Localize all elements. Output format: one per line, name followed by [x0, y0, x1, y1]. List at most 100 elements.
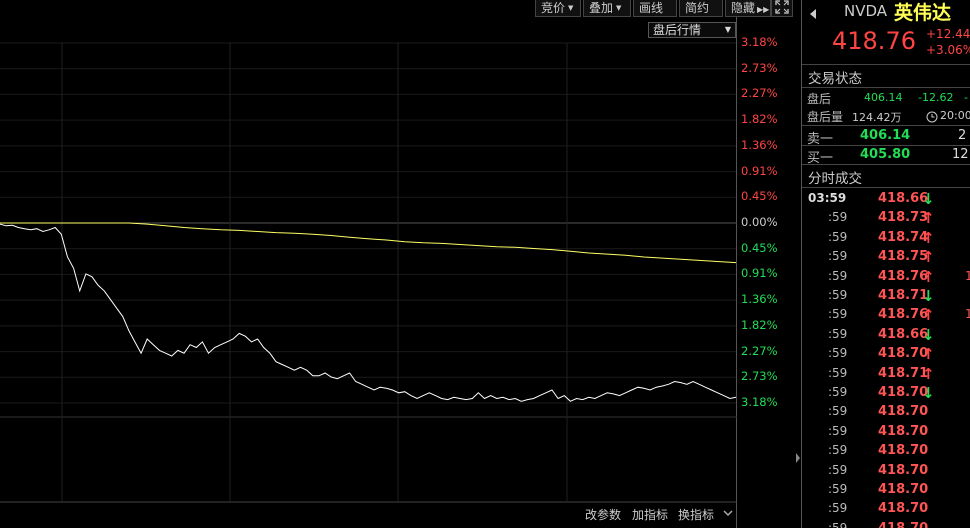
arrow-up-icon: ↑	[922, 228, 935, 247]
tick-price: 418.76	[878, 268, 929, 284]
y-axis-label: 2.73%	[741, 60, 778, 75]
y-axis-label: 0.91%	[741, 163, 778, 178]
panel-collapse-handle[interactable]	[795, 450, 801, 466]
after-hours-label: 盘后	[807, 92, 832, 106]
after-volume-value: 124.42万	[852, 111, 902, 124]
arrow-up-icon: ↑	[922, 364, 935, 383]
intraday-chart[interactable]	[0, 0, 800, 528]
tick-price: 418.70	[878, 385, 929, 400]
tick-price: 418.70	[878, 404, 929, 420]
y-axis-label: 2.73%	[741, 369, 778, 384]
after-volume-label: 盘后量	[807, 110, 844, 124]
fullscreen-icon	[775, 0, 789, 14]
sell1-price: 406.14	[860, 128, 911, 143]
arrow-up-icon: ↑	[922, 267, 935, 286]
intraday-chart-panel[interactable]: 竞价 ▼ 叠加 ▼ 画线 简约 隐藏 ▶▶ 盘后行情 ▼ 3.18% 2.73% 2.27…	[0, 0, 800, 528]
bottom-scroll-button[interactable]	[721, 504, 735, 522]
y-axis-label: 1.36%	[741, 292, 778, 307]
ticks-title: 分时成交	[808, 171, 862, 187]
tick-time: :59	[828, 423, 848, 438]
tick-time: :59	[828, 326, 848, 341]
y-axis-label: 3.18%	[741, 395, 778, 409]
simple-mode-button[interactable]: 简约	[679, 0, 723, 17]
tick-row: :59 418.70	[802, 482, 970, 501]
y-axis-label: 1.36%	[741, 137, 778, 152]
change-params-button[interactable]: 改参数	[585, 508, 622, 522]
tick-price: 418.70	[878, 423, 929, 439]
tick-row: :59 418.73 ↑	[802, 209, 970, 229]
after-hours-pct: -	[964, 91, 968, 104]
tick-price: 418.76	[878, 307, 929, 323]
clock-icon	[926, 108, 938, 127]
after-hours-price: 406.14	[864, 91, 903, 104]
tick-time: 03:59	[808, 191, 847, 205]
session-select-value: 盘后行情	[653, 23, 702, 37]
stock-name: 英伟达	[894, 2, 952, 24]
chevron-right-icon	[796, 453, 800, 463]
divider	[802, 64, 970, 65]
tick-price: 418.71	[878, 288, 929, 303]
tick-row: :59 418.71 ↑	[802, 364, 970, 385]
y-axis-label: 0.00%	[741, 215, 778, 229]
double-arrow-right-icon: ▶▶	[757, 5, 770, 14]
tick-row: :59 418.70	[802, 501, 970, 520]
tick-row: :59 418.70	[802, 424, 970, 443]
session-select[interactable]: 盘后行情 ▼	[648, 22, 736, 38]
divider	[802, 145, 970, 146]
tick-row: :59 418.70	[802, 443, 970, 462]
tick-time: :59	[828, 307, 848, 322]
arrow-up-icon: ↑	[922, 248, 935, 267]
draw-line-label: 画线	[639, 1, 664, 15]
caret-down-icon: ▼	[724, 25, 731, 34]
y-axis-label: 2.27%	[741, 86, 778, 101]
tick-row: :59 418.66 ↓	[802, 325, 970, 346]
tick-price: 418.66	[878, 326, 929, 342]
after-hours-time: 20:00	[940, 109, 970, 122]
tick-volume: 1	[965, 269, 970, 283]
tick-price: 418.71	[878, 365, 929, 381]
quote-panel: NVDA 英伟达 418.76 +12.44 +3.06% 交易状态 盘后 40…	[801, 0, 970, 528]
tick-row: :59 418.70	[802, 404, 970, 423]
arrow-down-icon: ↓	[922, 190, 935, 208]
overlay-label: 叠加	[589, 1, 614, 15]
fullscreen-button[interactable]	[771, 0, 793, 17]
buy1-volume: 12	[952, 147, 969, 162]
divider	[802, 164, 970, 165]
tick-row: :59 418.75 ↑	[802, 248, 970, 268]
y-axis-label: 0.45%	[741, 240, 778, 255]
tick-time: :59	[828, 443, 848, 458]
tick-time: :59	[828, 346, 848, 361]
overlay-button[interactable]: 叠加 ▼	[583, 0, 631, 17]
y-axis-label: 0.91%	[741, 266, 778, 281]
bid-button[interactable]: 竞价 ▼	[535, 0, 581, 17]
arrow-down-icon: ↓	[922, 325, 935, 344]
prev-stock-button[interactable]	[809, 5, 817, 24]
hide-button[interactable]: 隐藏 ▶▶	[725, 0, 771, 17]
stock-symbol: NVDA	[844, 2, 888, 20]
divider	[802, 87, 970, 88]
change-indicator-button[interactable]: 换指标	[678, 508, 715, 522]
tick-row: :59 418.76↑ 1	[802, 306, 970, 326]
y-axis-label: 3.18%	[741, 35, 778, 49]
arrow-down-icon: ↓	[922, 287, 935, 305]
tick-row: 03:59 418.66 ↓	[802, 190, 970, 210]
simple-mode-label: 简约	[685, 1, 710, 15]
series-line-0	[0, 223, 737, 402]
price-change-pct: +3.06%	[926, 43, 970, 57]
tick-time: :59	[828, 210, 848, 225]
hide-label: 隐藏	[731, 1, 756, 15]
arrow-up-icon: ↑	[922, 209, 935, 228]
tick-price: 418.70	[878, 443, 929, 459]
divider	[802, 125, 970, 126]
y-axis-label: 1.82%	[741, 317, 778, 332]
tick-price: 418.70	[878, 462, 929, 478]
tick-time: :59	[828, 404, 848, 419]
add-indicator-button[interactable]: 加指标	[632, 508, 669, 522]
tick-price: 418.70	[878, 346, 929, 362]
trade-status-title: 交易状态	[808, 71, 862, 87]
buy1-price: 405.80	[860, 147, 911, 162]
buy1-label: 买一	[807, 151, 834, 166]
tick-time: :59	[828, 482, 848, 496]
draw-line-button[interactable]: 画线	[633, 0, 677, 17]
y-axis-label: 2.27%	[741, 343, 778, 358]
